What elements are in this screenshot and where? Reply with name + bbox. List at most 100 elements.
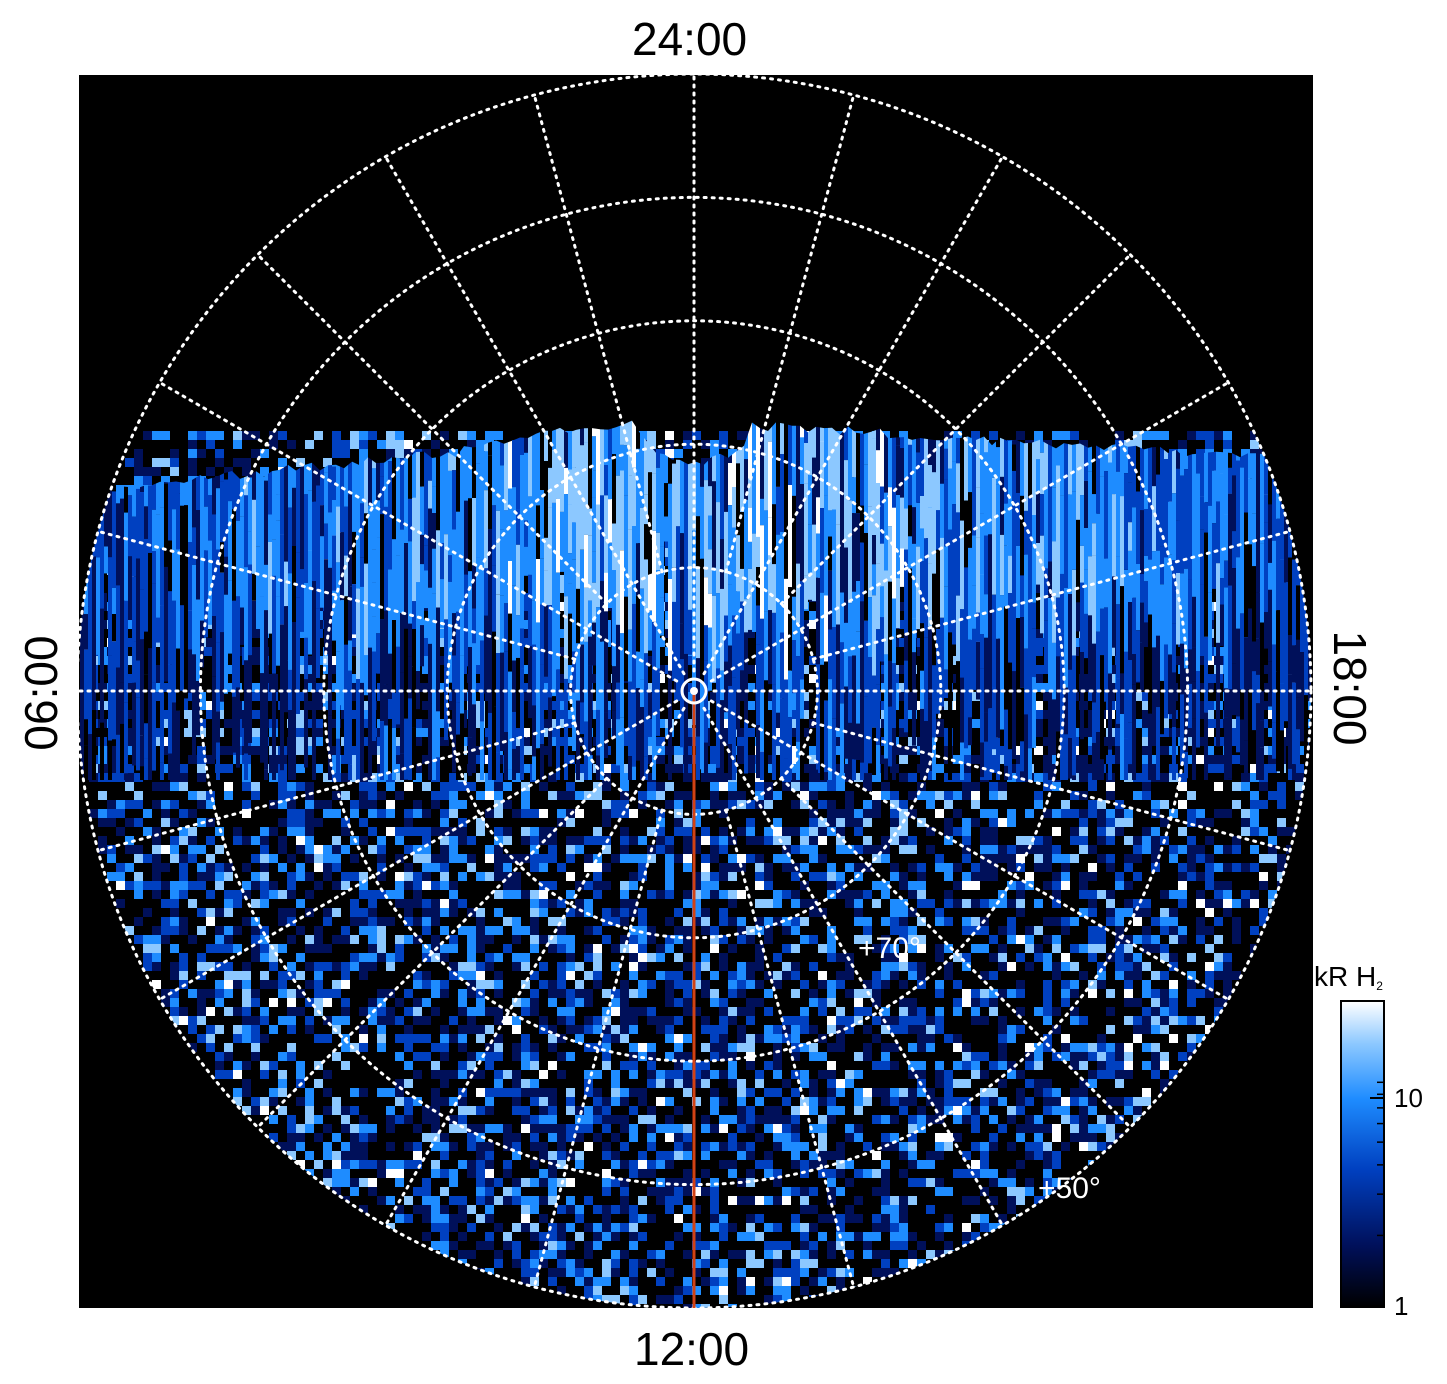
emission-pixel [1133,836,1142,845]
emission-pixel [1205,854,1214,863]
emission-pixel [1232,782,1241,791]
emission-pixel [818,890,827,899]
emission-pixel [386,881,395,890]
emission-pixel [557,773,566,782]
emission-pixel [485,908,494,917]
emission-pixel [1043,854,1052,863]
emission-pixel [971,791,980,800]
emission-pixel [935,917,944,926]
emission-pixel [737,746,746,755]
emission-pixel [458,800,467,809]
emission-pixel [530,827,539,836]
emission-pixel [719,449,728,458]
emission-pixel [134,773,143,782]
emission-pixel [1088,926,1097,935]
emission-pixel [314,728,323,737]
emission-pixel [224,665,233,674]
emission-pixel [161,908,170,917]
emission-pixel [152,836,161,845]
emission-pixel [557,629,566,638]
emission-pixel [278,890,287,899]
emission-pixel [926,908,935,917]
emission-pixel [1196,872,1205,881]
emission-pixel [152,755,161,764]
emission-pixel [791,872,800,881]
emission-pixel [1214,764,1223,773]
emission-pixel [971,917,980,926]
emission-pixel [1034,431,1043,440]
emission-pixel [1115,782,1124,791]
emission-pixel [683,791,692,800]
emission-pixel [494,908,503,917]
emission-pixel [899,638,908,647]
emission-pixel [1160,782,1169,791]
emission-pixel [845,791,854,800]
emission-pixel [161,899,170,908]
emission-pixel [620,728,629,737]
emission-pixel [278,431,287,440]
emission-pixel [782,827,791,836]
emission-pixel [161,854,170,863]
emission-pixel [836,809,845,818]
emission-pixel [710,926,719,935]
emission-pixel [242,863,251,872]
emission-pixel [386,827,395,836]
emission-pixel [224,782,233,791]
emission-pixel [575,872,584,881]
emission-pixel [782,791,791,800]
emission-pixel [665,917,674,926]
emission-pixel [134,458,143,467]
emission-pixel [548,728,557,737]
emission-pixel [1205,674,1214,683]
emission-pixel [683,782,692,791]
emission-pixel [917,863,926,872]
emission-pixel [206,710,215,719]
emission-pixel [926,899,935,908]
emission-pixel [404,872,413,881]
emission-pixel [746,845,755,854]
emission-pixel [350,773,359,782]
emission-pixel [449,791,458,800]
emission-pixel [944,926,953,935]
emission-pixel [674,764,683,773]
emission-pixel [170,917,179,926]
emission-pixel [1142,800,1151,809]
emission-pixel [692,449,701,458]
emission-pixel [719,845,728,854]
emission-pixel [647,890,656,899]
emission-pixel [1214,773,1223,782]
emission-pixel [170,890,179,899]
emission-pixel [1196,431,1205,440]
emission-pixel [737,728,746,737]
emission-pixel [620,773,629,782]
emission-pixel [917,872,926,881]
emission-pixel [197,845,206,854]
emission-pixel [197,809,206,818]
emission-pixel [1070,791,1079,800]
emission-pixel [1124,764,1133,773]
emission-pixel [485,845,494,854]
emission-pixel [1169,809,1178,818]
emission-pixel [1160,431,1169,440]
emission-pixel [683,890,692,899]
emission-pixel [1205,935,1214,944]
emission-pixel [638,800,647,809]
emission-pixel [818,881,827,890]
emission-pixel [179,764,188,773]
emission-pixel [863,917,872,926]
emission-pixel [791,782,800,791]
emission-pixel [125,737,134,746]
emission-pixel [530,863,539,872]
emission-pixel [827,809,836,818]
emission-pixel [656,755,665,764]
emission-pixel [314,692,323,701]
emission-pixel [647,782,656,791]
emission-pixel [1133,773,1142,782]
emission-pixel [287,791,296,800]
emission-pixel [305,674,314,683]
emission-pixel [557,845,566,854]
emission-pixel [602,764,611,773]
emission-pixel [224,764,233,773]
emission-pixel [422,656,431,665]
emission-pixel [1115,818,1124,827]
